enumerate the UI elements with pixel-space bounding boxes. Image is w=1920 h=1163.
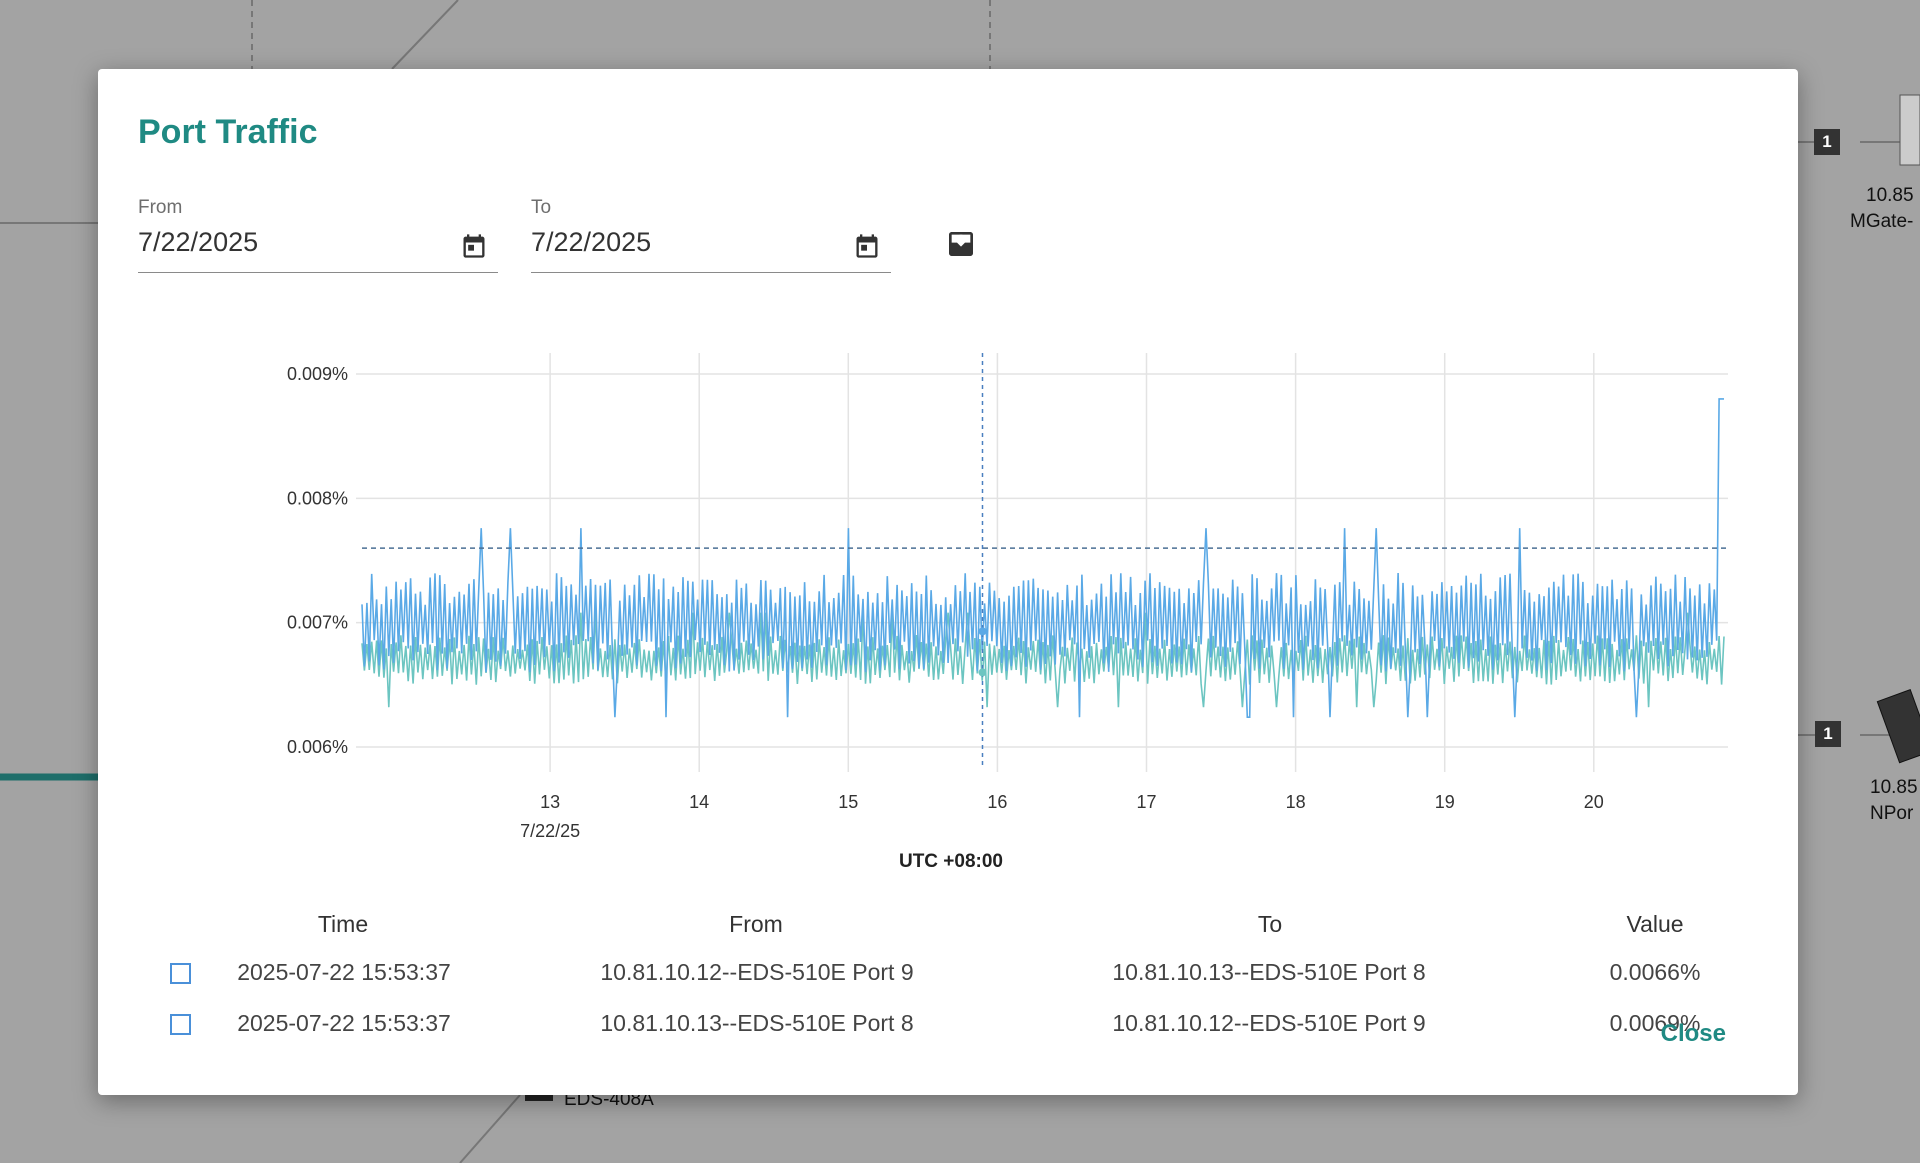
x-axis-label: UTC +08:00: [899, 851, 1003, 872]
dialog-title: Port Traffic: [138, 113, 318, 151]
series-line: [361, 398, 1724, 718]
table-cell-to: 10.81.10.13--EDS-510E Port 8: [1112, 959, 1426, 985]
close-button[interactable]: Close: [1655, 1019, 1732, 1049]
x-tick-label: 14: [689, 792, 709, 812]
table-cell-to: 10.81.10.12--EDS-510E Port 9: [1112, 1010, 1426, 1036]
port-badge-device1: 1: [1814, 129, 1840, 155]
table-cell-from: 10.81.10.13--EDS-510E Port 8: [600, 1010, 914, 1036]
table-cell-from: 10.81.10.12--EDS-510E Port 9: [600, 959, 914, 985]
table-cell-value: 0.0069%: [1609, 1010, 1701, 1036]
from-date-input[interactable]: [138, 227, 438, 258]
table-header-to: To: [1257, 911, 1283, 937]
device1-ip[interactable]: 10.85: [1866, 185, 1914, 206]
row-checkbox[interactable]: [170, 963, 191, 984]
x-tick-label: 18: [1286, 792, 1306, 812]
device2-name[interactable]: NPor: [1870, 803, 1914, 824]
device1-name[interactable]: MGate-: [1850, 211, 1914, 232]
calendar-icon[interactable]: [853, 231, 881, 261]
series-line: [361, 612, 1725, 708]
cursor-point: [978, 668, 987, 677]
to-date-field[interactable]: To: [531, 197, 891, 273]
table-header-from: From: [729, 911, 783, 937]
port-badge-device2: 1: [1815, 721, 1841, 747]
x-tick-sublabel: 7/22/25: [520, 821, 580, 841]
to-label: To: [531, 197, 552, 218]
cursor-point: [978, 627, 987, 636]
y-tick-label: 0.006%: [287, 737, 348, 757]
y-tick-label: 0.009%: [287, 364, 348, 384]
table-header-value: Value: [1626, 911, 1684, 937]
y-tick-label: 0.008%: [287, 488, 348, 508]
x-tick-label: 20: [1584, 792, 1604, 812]
export-icon[interactable]: [945, 228, 977, 260]
x-tick-label: 13: [540, 792, 560, 812]
x-tick-label: 16: [987, 792, 1007, 812]
table-cell-time: 2025-07-22 15:53:37: [237, 959, 451, 985]
to-date-input[interactable]: [531, 227, 831, 258]
table-cell-time: 2025-07-22 15:53:37: [237, 1010, 451, 1036]
row-checkbox[interactable]: [170, 1014, 191, 1035]
from-label: From: [138, 197, 183, 218]
table-header-time: Time: [317, 911, 369, 937]
calendar-icon[interactable]: [460, 231, 488, 261]
from-date-field[interactable]: From: [138, 197, 498, 273]
y-tick-label: 0.007%: [287, 613, 348, 633]
x-tick-label: 19: [1435, 792, 1455, 812]
x-tick-label: 15: [838, 792, 858, 812]
device2-ip[interactable]: 10.85: [1870, 777, 1918, 798]
traffic-chart: 0.009% 0.008% 0.007% 0.006% 13 14 15 16 17 18 19 20…: [138, 339, 1738, 899]
chart-canvas: 0.009% 0.008% 0.007% 0.006% 13 14 15 16 17 18 19 20…: [287, 353, 1728, 872]
port-traffic-dialog: Port Traffic From To 0.009%0.008%0.007%0…: [98, 69, 1798, 1095]
table-cell-value: 0.0066%: [1609, 959, 1701, 985]
x-tick-label: 17: [1136, 792, 1156, 812]
